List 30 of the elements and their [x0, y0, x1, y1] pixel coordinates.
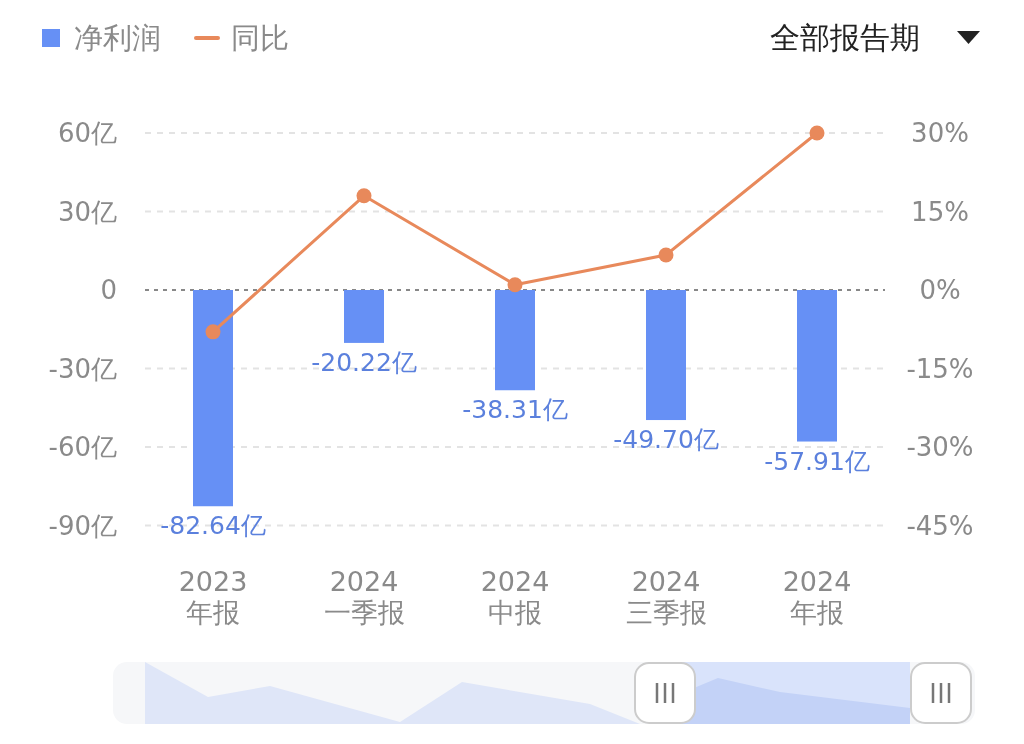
data-label: -20.22亿	[311, 347, 417, 377]
point	[205, 324, 221, 340]
y-tick-label: -30亿	[48, 353, 117, 384]
data-label: -49.70亿	[613, 425, 719, 455]
y2-tick-label: -30%	[906, 432, 974, 462]
point	[658, 247, 674, 263]
legend-label: 净利润	[74, 21, 161, 55]
x-tick-label: 2024 中报	[480, 566, 550, 628]
y-tick-label: 60亿	[57, 118, 117, 148]
data-label: -82.64亿	[160, 511, 266, 541]
y-tick-label: -60亿	[48, 432, 117, 462]
y2-tick-label: 30%	[911, 118, 969, 148]
text: 全部报告期	[770, 20, 920, 55]
y2-tick-label: 0%	[919, 275, 961, 305]
data-label: -38.31亿	[462, 395, 568, 425]
point	[356, 188, 372, 204]
x-tick-label: 2024 年报	[782, 566, 852, 628]
data-label: -57.91亿	[764, 446, 870, 476]
y-tick-label: -90亿	[48, 510, 117, 541]
y-tick-label: 0	[100, 275, 117, 305]
x-tick-label: 2024 一季报	[323, 566, 405, 628]
y2-tick-label: -45%	[906, 510, 974, 541]
point	[809, 125, 825, 141]
x-tick-label: 2023 年报	[178, 566, 248, 628]
y-tick-label: 30亿	[57, 196, 117, 227]
y2-tick-label: -15%	[906, 353, 974, 384]
y2-tick-label: 15%	[911, 196, 969, 227]
legend-label: 同比	[231, 21, 289, 55]
point	[507, 277, 523, 293]
x-tick-label: 2024 三季报	[625, 566, 707, 628]
